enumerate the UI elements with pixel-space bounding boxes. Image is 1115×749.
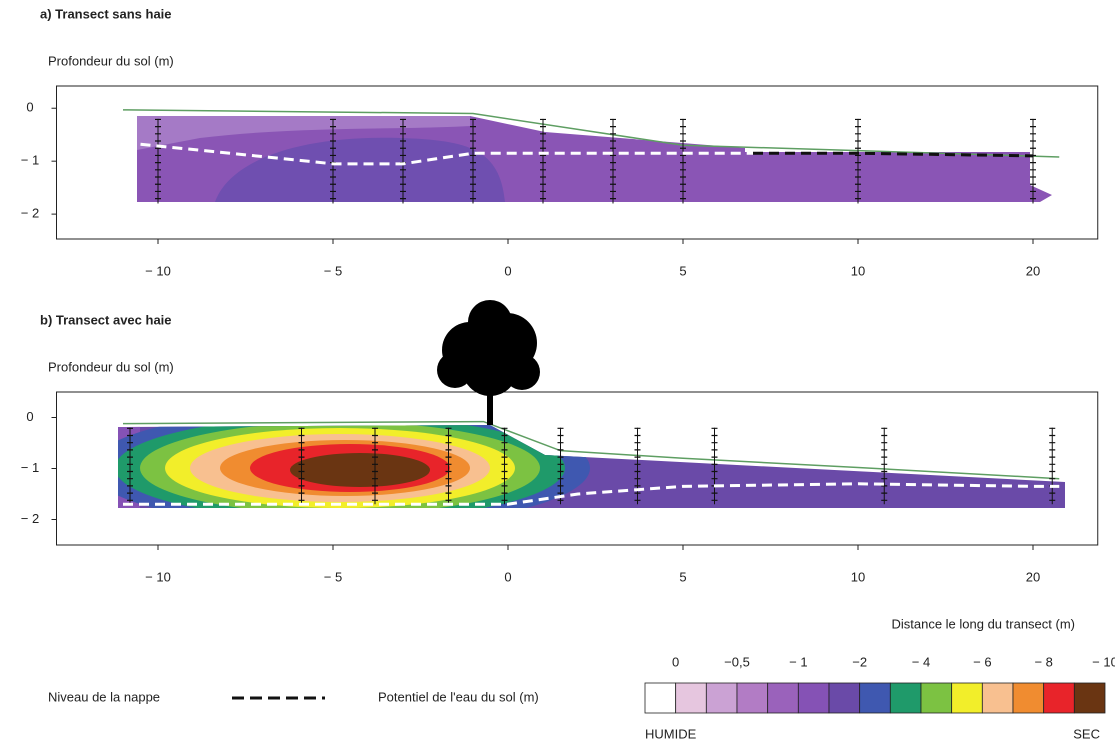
x-tick-label: − 10 bbox=[145, 569, 171, 584]
y-tick-label: − 2 bbox=[21, 206, 39, 221]
scale-swatch bbox=[1043, 682, 1075, 714]
x-tick-label: 0 bbox=[504, 263, 511, 278]
wet-label: HUMIDE bbox=[645, 726, 697, 741]
water-table bbox=[140, 142, 753, 166]
y-axis-label: Profondeur du sol (m) bbox=[48, 53, 174, 68]
water-table bbox=[753, 151, 1034, 158]
scale-level-label: − 8 bbox=[1034, 654, 1052, 669]
water-table bbox=[123, 482, 1060, 506]
y-tick-label: 0 bbox=[26, 100, 33, 115]
x-tick-label: − 10 bbox=[145, 263, 171, 278]
x-tick-label: 20 bbox=[1026, 263, 1040, 278]
scale-swatch bbox=[644, 682, 677, 714]
y-tick-label: − 1 bbox=[21, 153, 39, 168]
x-tick-label: 10 bbox=[851, 569, 865, 584]
scale-level-label: −2 bbox=[852, 654, 867, 669]
scale-swatch bbox=[797, 682, 830, 714]
x-tick-label: 10 bbox=[851, 263, 865, 278]
scale-level-label: − 10 bbox=[1092, 654, 1115, 669]
x-tick-label: 5 bbox=[679, 263, 686, 278]
y-axis-label: Profondeur du sol (m) bbox=[48, 359, 174, 374]
dry-label: SEC bbox=[1073, 726, 1100, 741]
scale-level-label: 0 bbox=[672, 654, 679, 669]
x-tick-label: 5 bbox=[679, 569, 686, 584]
scale-swatch bbox=[675, 682, 707, 714]
tree-icon bbox=[437, 300, 540, 425]
scale-swatch bbox=[859, 682, 891, 714]
scale-swatch bbox=[951, 682, 983, 714]
plot-frame bbox=[56, 85, 1099, 240]
scale-swatch bbox=[1073, 682, 1106, 714]
scale-level-label: − 1 bbox=[789, 654, 807, 669]
panel-title: b) Transect avec haie bbox=[40, 312, 172, 327]
scale-swatch bbox=[705, 682, 738, 714]
scale-level-label: −0,5 bbox=[724, 654, 750, 669]
scale-level-label: − 6 bbox=[973, 654, 991, 669]
panel-title: a) Transect sans haie bbox=[40, 6, 172, 21]
y-tick-label: − 2 bbox=[21, 511, 39, 526]
scale-swatch bbox=[920, 682, 953, 714]
x-tick-label: − 5 bbox=[324, 263, 342, 278]
scale-swatch bbox=[1012, 682, 1045, 714]
soil-surface bbox=[122, 420, 1060, 480]
scale-swatch bbox=[981, 682, 1014, 714]
contour-field-b bbox=[118, 425, 1065, 508]
y-tick-label: 0 bbox=[26, 409, 33, 424]
x-axis-label: Distance le long du transect (m) bbox=[891, 616, 1075, 631]
contour-field-a bbox=[137, 116, 1052, 202]
scale-title: Potentiel de l'eau du sol (m) bbox=[378, 689, 539, 704]
x-tick-label: 20 bbox=[1026, 569, 1040, 584]
y-tick-label: − 1 bbox=[21, 460, 39, 475]
x-tick-label: − 5 bbox=[324, 569, 342, 584]
scale-swatch bbox=[767, 682, 799, 714]
scale-swatch bbox=[828, 682, 861, 714]
scale-level-label: − 4 bbox=[912, 654, 930, 669]
scale-swatch bbox=[736, 682, 769, 714]
water-table-legend-label: Niveau de la nappe bbox=[48, 689, 160, 704]
plot-frame bbox=[56, 391, 1099, 546]
x-tick-label: 0 bbox=[504, 569, 511, 584]
scale-swatch bbox=[889, 682, 922, 714]
